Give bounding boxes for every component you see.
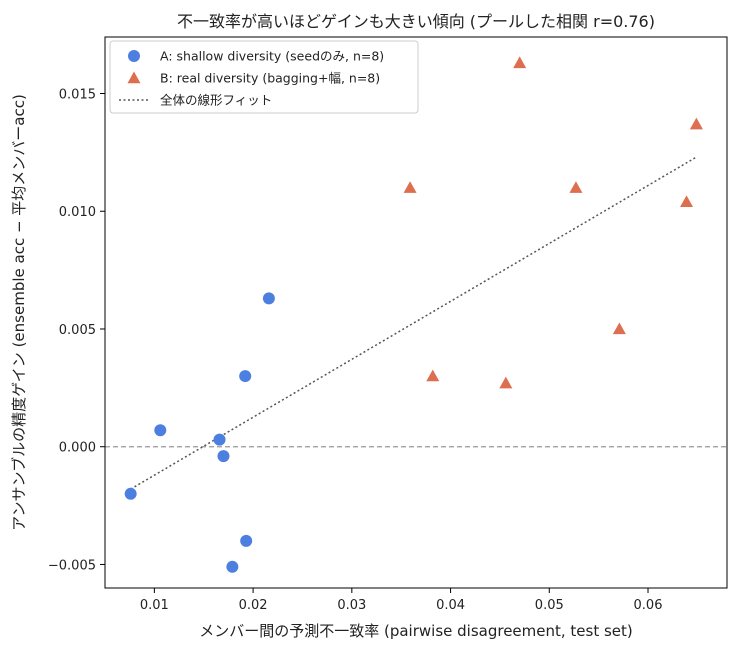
legend-series-b-label: B: real diversity (bagging+幅, n=8): [160, 71, 380, 86]
legend-series-b: B: real diversity (bagging+幅, n=8): [127, 71, 380, 86]
y-tick-label: 0.010: [59, 205, 96, 220]
x-axis: 0.01 0.02 0.03 0.04 0.05 0.06: [140, 588, 663, 613]
series-b: [403, 56, 703, 389]
series-b-point: [680, 195, 694, 208]
y-tick-label: 0.015: [59, 88, 96, 103]
y-axis: −0.005 0.000 0.005 0.010 0.015: [48, 88, 105, 573]
series-a-point: [213, 433, 226, 446]
legend-series-b-swatch: [127, 71, 141, 84]
fit-line: [130, 156, 697, 490]
series-b-point: [569, 181, 583, 193]
y-tick-label: −0.005: [48, 558, 96, 573]
legend-fit-label: 全体の線形フィット: [160, 93, 272, 108]
x-tick-label: 0.03: [337, 598, 366, 613]
legend-series-a-swatch: [128, 50, 140, 62]
legend-fit: 全体の線形フィット: [119, 93, 272, 108]
plot-frame: [104, 36, 728, 589]
y-tick-label: 0.005: [59, 323, 96, 338]
legend: A: shallow diversity (seedのみ, n=8) B: rea…: [109, 40, 419, 114]
legend-series-a: A: shallow diversity (seedのみ, n=8): [128, 49, 384, 64]
series-a-point: [226, 560, 239, 573]
x-tick-label: 0.06: [634, 598, 663, 613]
y-tick-label: 0.000: [59, 441, 96, 456]
series-b-point: [513, 56, 527, 69]
x-tick-label: 0.02: [239, 598, 268, 613]
legend-box: [109, 40, 419, 114]
x-tick-label: 0.01: [140, 598, 169, 613]
series-b-point: [499, 376, 513, 389]
series-b-point: [403, 181, 417, 193]
chart-title: 不一致率が高いほどゲインも大きい傾向 (プールした相関 r=0.76): [177, 12, 655, 31]
series-a: [124, 292, 275, 573]
series-a-point: [262, 292, 275, 305]
x-tick-label: 0.05: [535, 598, 564, 613]
legend-series-a-label: A: shallow diversity (seedのみ, n=8): [160, 49, 384, 64]
plot-area: [105, 56, 727, 573]
series-b-point: [426, 369, 440, 382]
x-axis-title: メンバー間の予測不一致率 (pairwise disagreement, tes…: [199, 622, 633, 640]
series-b-point: [612, 322, 626, 335]
y-axis-title: アンサンブルの精度ゲイン (ensemble acc − 平均メンバーacc): [10, 94, 28, 531]
series-a-point: [154, 424, 167, 437]
series-a-point: [240, 534, 253, 547]
series-a-point: [217, 450, 230, 463]
x-tick-label: 0.04: [436, 598, 465, 613]
series-b-point: [689, 117, 703, 130]
series-a-point: [239, 370, 252, 383]
series-a-point: [124, 487, 137, 500]
